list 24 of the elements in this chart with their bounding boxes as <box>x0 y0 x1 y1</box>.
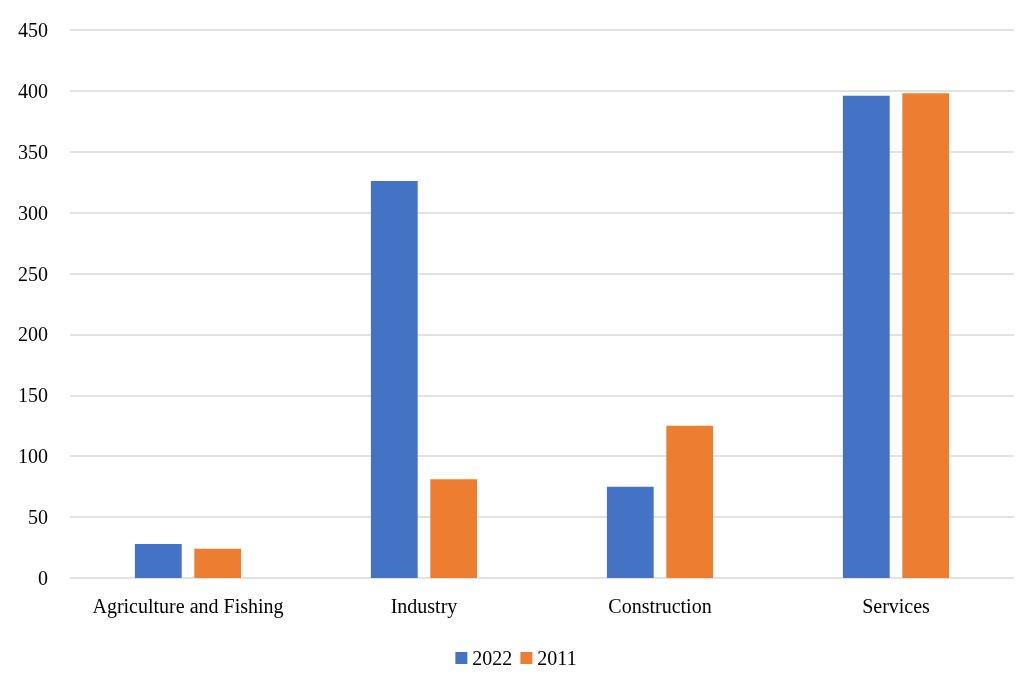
bar <box>902 93 950 578</box>
x-tick-label: Services <box>862 595 931 617</box>
bar <box>370 181 418 578</box>
y-tick-label: 50 <box>28 506 48 529</box>
bar <box>666 425 714 578</box>
y-tick-label: 150 <box>18 384 48 407</box>
bar <box>430 479 478 578</box>
y-tick-label: 400 <box>18 79 48 102</box>
legend-label: 2011 <box>537 647 577 669</box>
y-tick-label: 250 <box>18 262 48 285</box>
legend-label: 2022 <box>472 647 513 669</box>
y-tick-label: 0 <box>38 567 48 589</box>
bar <box>842 95 890 578</box>
y-tick-label: 100 <box>18 445 48 468</box>
y-tick-label: 350 <box>18 140 48 163</box>
y-tick-label: 200 <box>18 323 48 346</box>
x-tick-label: Industry <box>390 595 458 618</box>
bar <box>606 486 654 578</box>
x-tick-label: Construction <box>608 595 712 617</box>
x-tick-label: Agriculture and Fishing <box>92 595 284 618</box>
y-tick-label: 450 <box>18 19 48 41</box>
y-tick-label: 300 <box>18 201 48 224</box>
bar <box>134 543 182 578</box>
bar <box>194 548 242 578</box>
